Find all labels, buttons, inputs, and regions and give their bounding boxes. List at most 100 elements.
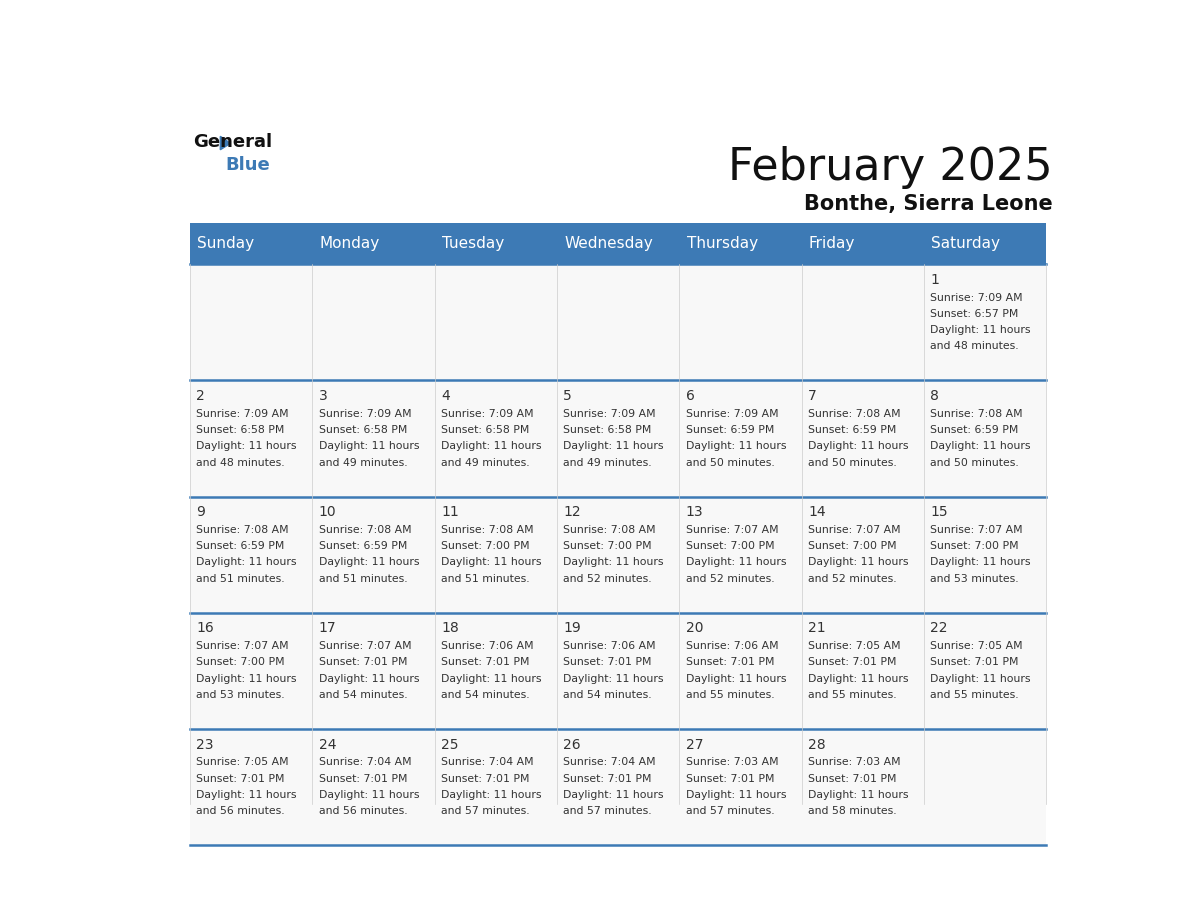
Text: Sunset: 6:58 PM: Sunset: 6:58 PM (563, 425, 652, 435)
Point (1040, 799, 1054, 810)
Text: 21: 21 (808, 621, 826, 635)
Text: Daylight: 11 hours: Daylight: 11 hours (930, 442, 1031, 452)
Text: 14: 14 (808, 505, 826, 520)
Bar (557, 613, 680, 729)
Bar (312, 729, 435, 845)
Text: 6: 6 (685, 389, 695, 403)
Text: and 54 minutes.: and 54 minutes. (563, 690, 652, 700)
Text: Daylight: 11 hours: Daylight: 11 hours (563, 789, 664, 800)
Text: 22: 22 (930, 621, 948, 635)
Text: Sunrise: 7:08 AM: Sunrise: 7:08 AM (196, 525, 289, 535)
Text: Sunrise: 7:07 AM: Sunrise: 7:07 AM (196, 641, 289, 651)
Text: Sunrise: 7:09 AM: Sunrise: 7:09 AM (563, 409, 656, 419)
Text: and 49 minutes.: and 49 minutes. (563, 457, 652, 467)
Point (305, 799, 320, 810)
Text: 3: 3 (318, 389, 328, 403)
Text: Sunset: 7:01 PM: Sunset: 7:01 PM (196, 774, 285, 784)
Text: Daylight: 11 hours: Daylight: 11 hours (685, 674, 786, 684)
Bar (680, 729, 802, 845)
Bar (190, 264, 312, 380)
Bar (924, 264, 1047, 380)
Text: and 57 minutes.: and 57 minutes. (685, 806, 775, 816)
Bar (680, 497, 802, 613)
Text: Friday: Friday (809, 236, 855, 252)
Text: and 55 minutes.: and 55 minutes. (930, 690, 1019, 700)
Text: Daylight: 11 hours: Daylight: 11 hours (685, 789, 786, 800)
Text: Daylight: 11 hours: Daylight: 11 hours (808, 674, 909, 684)
Point (550, 799, 564, 810)
Text: and 58 minutes.: and 58 minutes. (808, 806, 897, 816)
Text: Sunrise: 7:09 AM: Sunrise: 7:09 AM (318, 409, 411, 419)
Text: Sunrise: 7:09 AM: Sunrise: 7:09 AM (930, 293, 1023, 303)
Text: Daylight: 11 hours: Daylight: 11 hours (318, 789, 419, 800)
Text: General: General (192, 133, 272, 151)
Bar (190, 729, 312, 845)
Text: Sunrise: 7:08 AM: Sunrise: 7:08 AM (318, 525, 411, 535)
Text: Daylight: 11 hours: Daylight: 11 hours (563, 557, 664, 567)
Bar (312, 264, 435, 380)
Bar (802, 497, 924, 613)
Point (795, 799, 809, 810)
Text: and 50 minutes.: and 50 minutes. (808, 457, 897, 467)
Text: and 56 minutes.: and 56 minutes. (196, 806, 285, 816)
Point (183, 799, 197, 810)
Text: Sunset: 7:01 PM: Sunset: 7:01 PM (563, 657, 652, 667)
Bar (924, 729, 1047, 845)
Text: 12: 12 (563, 505, 581, 520)
Bar (924, 380, 1047, 497)
Text: Sunrise: 7:09 AM: Sunrise: 7:09 AM (685, 409, 778, 419)
Text: Sunset: 6:57 PM: Sunset: 6:57 PM (930, 308, 1018, 319)
Text: 11: 11 (441, 505, 459, 520)
Text: Daylight: 11 hours: Daylight: 11 hours (563, 674, 664, 684)
Text: Sunrise: 7:09 AM: Sunrise: 7:09 AM (196, 409, 289, 419)
Text: and 49 minutes.: and 49 minutes. (441, 457, 530, 467)
Point (795, 259, 809, 270)
Text: and 52 minutes.: and 52 minutes. (563, 574, 652, 584)
Text: and 51 minutes.: and 51 minutes. (196, 574, 285, 584)
Text: 27: 27 (685, 737, 703, 752)
Text: Daylight: 11 hours: Daylight: 11 hours (196, 442, 297, 452)
Text: Sunset: 6:58 PM: Sunset: 6:58 PM (318, 425, 407, 435)
Point (183, 259, 197, 270)
Text: Sunset: 7:00 PM: Sunset: 7:00 PM (930, 542, 1019, 551)
Text: and 54 minutes.: and 54 minutes. (318, 690, 407, 700)
Text: Sunset: 7:00 PM: Sunset: 7:00 PM (441, 542, 530, 551)
Text: and 50 minutes.: and 50 minutes. (930, 457, 1019, 467)
Text: Sunset: 7:01 PM: Sunset: 7:01 PM (441, 774, 530, 784)
Text: Sunset: 7:01 PM: Sunset: 7:01 PM (318, 657, 407, 667)
Text: Daylight: 11 hours: Daylight: 11 hours (808, 442, 909, 452)
Text: Bonthe, Sierra Leone: Bonthe, Sierra Leone (804, 194, 1053, 214)
Text: 24: 24 (318, 737, 336, 752)
Text: Tuesday: Tuesday (442, 236, 504, 252)
Text: 5: 5 (563, 389, 573, 403)
Text: Sunset: 7:00 PM: Sunset: 7:00 PM (563, 542, 652, 551)
Text: and 53 minutes.: and 53 minutes. (196, 690, 285, 700)
Text: Daylight: 11 hours: Daylight: 11 hours (196, 789, 297, 800)
Text: Sunset: 7:01 PM: Sunset: 7:01 PM (318, 774, 407, 784)
Text: Sunset: 7:00 PM: Sunset: 7:00 PM (685, 542, 775, 551)
Text: Sunset: 7:00 PM: Sunset: 7:00 PM (808, 542, 897, 551)
Text: Sunrise: 7:08 AM: Sunrise: 7:08 AM (441, 525, 533, 535)
Text: Sunset: 6:58 PM: Sunset: 6:58 PM (196, 425, 285, 435)
Text: Sunset: 7:01 PM: Sunset: 7:01 PM (685, 774, 775, 784)
Point (1040, 259, 1054, 270)
Text: Daylight: 11 hours: Daylight: 11 hours (808, 557, 909, 567)
Text: Sunset: 6:59 PM: Sunset: 6:59 PM (318, 542, 407, 551)
Bar (435, 264, 557, 380)
Text: and 51 minutes.: and 51 minutes. (318, 574, 407, 584)
Bar (435, 380, 557, 497)
Text: Sunset: 7:01 PM: Sunset: 7:01 PM (441, 657, 530, 667)
Text: Sunrise: 7:08 AM: Sunrise: 7:08 AM (808, 409, 901, 419)
Point (428, 799, 442, 810)
Text: 16: 16 (196, 621, 214, 635)
Bar (680, 380, 802, 497)
Text: Sunset: 7:01 PM: Sunset: 7:01 PM (930, 657, 1019, 667)
Text: Sunset: 6:59 PM: Sunset: 6:59 PM (930, 425, 1018, 435)
Point (917, 799, 931, 810)
Bar (802, 729, 924, 845)
Point (550, 259, 564, 270)
Text: Daylight: 11 hours: Daylight: 11 hours (685, 442, 786, 452)
Text: and 48 minutes.: and 48 minutes. (930, 341, 1019, 352)
Text: and 51 minutes.: and 51 minutes. (441, 574, 530, 584)
Text: Sunset: 6:58 PM: Sunset: 6:58 PM (441, 425, 530, 435)
